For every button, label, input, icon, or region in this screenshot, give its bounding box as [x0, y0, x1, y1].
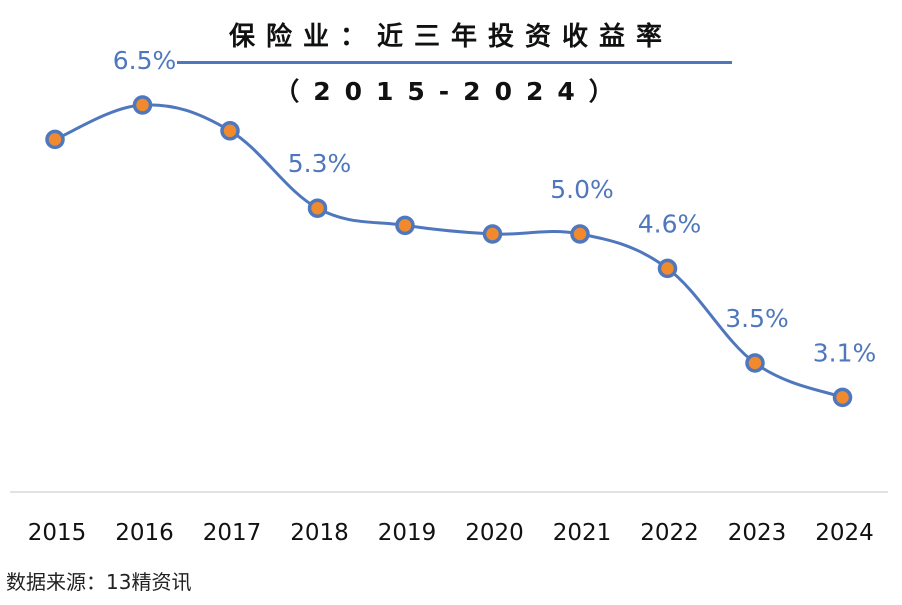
- x-tick-label-2022: 2022: [640, 520, 699, 546]
- data-point-2017: [220, 121, 240, 141]
- data-label-2016: 6.5%: [113, 46, 177, 75]
- data-point-2020: [482, 224, 503, 244]
- data-labels-group: 6.5% 5.3% 5.0% 4.6% 3.5% 3.1%: [113, 46, 877, 367]
- chart-subtitle: （2015-2024）: [274, 77, 628, 106]
- x-tick-label-2020: 2020: [465, 520, 524, 546]
- data-label-2021: 5.0%: [550, 175, 614, 204]
- data-point-2019: [395, 215, 415, 236]
- data-point-2015: [45, 129, 65, 150]
- data-label-2024: 3.1%: [813, 338, 877, 367]
- series-line-group: [54, 103, 844, 399]
- x-tick-label-2018: 2018: [290, 520, 349, 546]
- data-point-2023: [745, 353, 765, 373]
- x-tick-label-2024: 2024: [815, 520, 874, 546]
- data-point-2024: [832, 387, 853, 408]
- x-tick-label-2015: 2015: [28, 520, 87, 546]
- data-label-2022: 4.6%: [638, 209, 702, 238]
- data-label-2023: 3.5%: [725, 304, 789, 333]
- series-line: [54, 103, 844, 399]
- x-tick-label-2017: 2017: [203, 520, 262, 546]
- x-tick-label-2019: 2019: [378, 520, 437, 546]
- x-tick-label-2016: 2016: [115, 520, 174, 546]
- data-point-2022: [657, 258, 678, 279]
- x-tick-labels-group: 2015 2016 2017 2018 2019 2020 2021 2022 2023 2024: [28, 520, 874, 546]
- chart-title: 保险业：近三年投资收益率: [228, 22, 673, 52]
- markers-group: [45, 95, 853, 408]
- title-underline: [177, 61, 732, 64]
- data-point-2016: [132, 95, 153, 115]
- data-point-2018: [307, 198, 328, 218]
- data-source-note: 数据来源：13精资讯: [6, 570, 192, 594]
- x-tick-label-2021: 2021: [553, 520, 612, 546]
- x-tick-label-2023: 2023: [728, 520, 787, 546]
- data-label-2018: 5.3%: [288, 149, 352, 178]
- data-point-2021: [570, 224, 590, 244]
